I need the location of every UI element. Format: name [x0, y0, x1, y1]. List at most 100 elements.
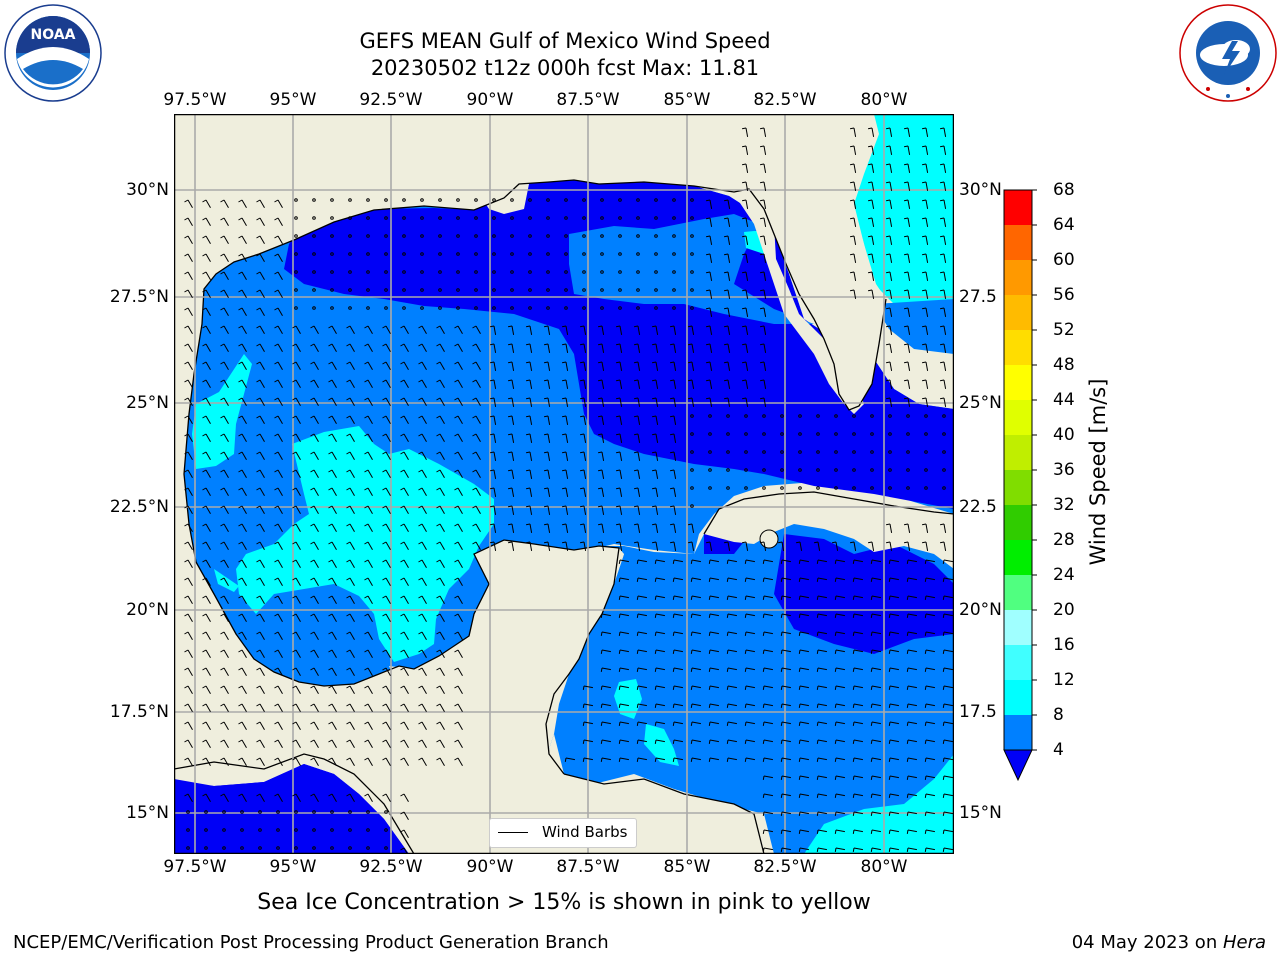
low-wind-caribbean [774, 534, 954, 654]
wind-barb [382, 703, 391, 713]
wind-barb [724, 307, 731, 317]
wind-barb [544, 469, 551, 479]
wind-barb [870, 739, 881, 744]
wind-barb [400, 361, 409, 371]
wind-calm-marker [438, 216, 442, 220]
wind-calm-marker [276, 828, 280, 832]
wind-calm-marker [636, 288, 640, 292]
wind-barb [798, 577, 809, 582]
wind-barb [418, 559, 427, 569]
wind-barb [202, 577, 211, 587]
wind-barb [472, 415, 481, 425]
wind-barb [220, 469, 229, 479]
wind-barb [382, 361, 391, 371]
wind-barb [852, 721, 863, 726]
wind-barb [636, 595, 647, 600]
wind-barb [942, 685, 953, 690]
wind-calm-marker [600, 198, 604, 202]
wind-barb [238, 343, 247, 353]
wind-barb [690, 577, 701, 582]
wind-barb [672, 631, 683, 636]
wind-barb [508, 343, 515, 353]
wind-barb [400, 541, 409, 551]
wind-calm-marker [906, 468, 910, 472]
wind-barb [652, 523, 659, 533]
wind-barb [798, 775, 809, 780]
wind-barb [562, 361, 569, 371]
wind-calm-marker [744, 450, 748, 454]
wind-barb [744, 721, 755, 726]
wind-barb [636, 613, 647, 618]
colorbar-tick-label: 56 [1053, 285, 1075, 305]
wind-barb [672, 703, 683, 708]
wind-calm-marker [834, 432, 838, 436]
wind-barb [526, 397, 533, 407]
wind-barb [634, 505, 641, 515]
wind-calm-marker [474, 216, 478, 220]
wind-barb [852, 667, 863, 672]
wind-barb [762, 811, 773, 816]
wind-barb [292, 541, 301, 551]
wind-barb [906, 721, 917, 726]
wind-barb [310, 757, 319, 767]
wind-barb [706, 397, 713, 407]
wind-barb [906, 649, 917, 654]
wind-barb [472, 451, 481, 461]
wind-barb [400, 577, 409, 587]
wind-barb [220, 649, 229, 659]
wind-barb [616, 361, 623, 371]
wind-barb [780, 559, 791, 564]
wind-barb [924, 757, 935, 762]
wind-barb [888, 703, 899, 708]
wind-barb [636, 685, 647, 690]
wind-barb [202, 541, 211, 551]
wind-barb [256, 757, 265, 767]
wind-barb [798, 739, 809, 744]
wind-barb [780, 721, 791, 726]
wind-calm-marker [762, 486, 766, 490]
wind-barb [816, 811, 827, 816]
wind-barb [724, 361, 731, 371]
wind-barb [636, 703, 647, 708]
wind-barb [762, 775, 773, 780]
wind-barb [690, 757, 701, 762]
wind-barb [346, 433, 355, 443]
wind-barb [202, 253, 211, 263]
wind-calm-marker [690, 432, 694, 436]
wind-barb [400, 451, 409, 461]
wind-calm-marker [474, 198, 478, 202]
wind-barb [706, 289, 713, 299]
wind-barb [672, 595, 683, 600]
wind-barb [940, 235, 947, 245]
wind-barb [256, 487, 265, 497]
wind-barb [634, 541, 641, 551]
wind-barb [598, 343, 605, 353]
wind-barb [906, 595, 917, 600]
wind-barb [582, 739, 593, 744]
wind-barb [418, 739, 427, 749]
wind-barb [274, 469, 283, 479]
wind-calm-marker [618, 252, 622, 256]
wind-barb [220, 505, 229, 515]
wind-barb [852, 685, 863, 690]
wind-barb [202, 721, 211, 731]
wind-barb [472, 325, 481, 335]
wind-barb [598, 541, 605, 551]
wind-barb [636, 649, 647, 654]
wind-calm-marker [186, 828, 190, 832]
wind-barb [654, 559, 665, 564]
wind-barb [346, 703, 355, 713]
wind-barb [274, 271, 283, 281]
wind-barb [582, 721, 593, 726]
wind-barb [184, 397, 193, 407]
wind-barb [690, 613, 701, 618]
wind-barb [292, 397, 301, 407]
wind-barb [870, 631, 881, 636]
wind-barb [274, 253, 283, 263]
wind-barb [922, 397, 929, 407]
wind-barb [598, 397, 605, 407]
wind-barb [636, 667, 647, 672]
wind-barb [364, 541, 373, 551]
wind-barb [742, 379, 749, 389]
wind-barb [760, 127, 767, 137]
